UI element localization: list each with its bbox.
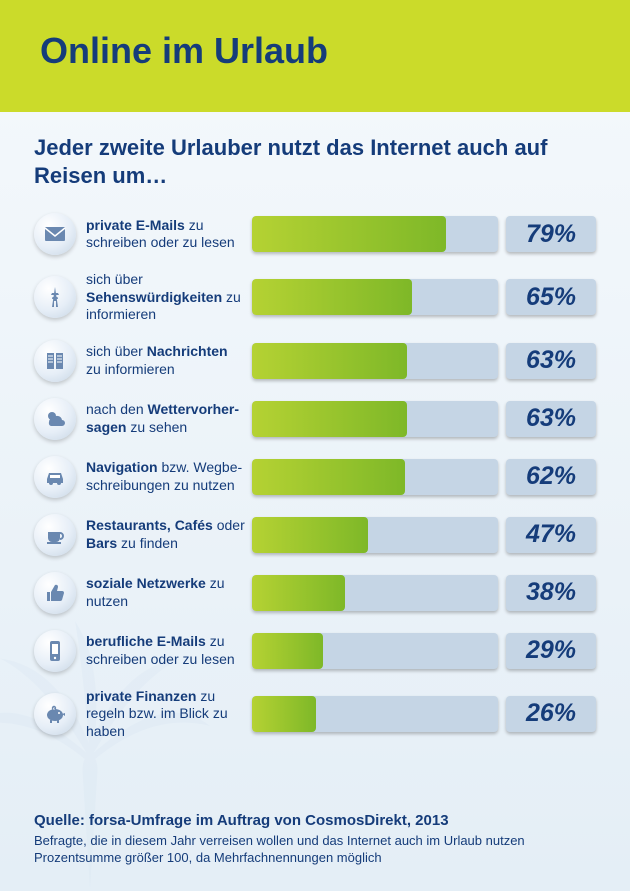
bar-row: soziale Netzwerke zu nutzen 38% [34, 572, 596, 614]
row-label: sich über Sehenswürdig­keiten zu informi… [86, 271, 252, 324]
bar-track [252, 517, 498, 553]
bar-area: 38% [252, 575, 596, 611]
page-title: Online im Urlaub [0, 0, 630, 72]
thumb-icon [34, 572, 76, 614]
percent-value: 47% [506, 517, 596, 553]
chart-subtitle: Jeder zweite Urlauber nutzt das Internet… [34, 134, 596, 189]
bar-rows-container: private E-Mails zu schreiben oder zu les… [34, 213, 596, 740]
car-icon [34, 456, 76, 498]
bar-fill [252, 459, 405, 495]
mail-icon [34, 213, 76, 255]
bar-track [252, 401, 498, 437]
percent-value: 65% [506, 279, 596, 315]
bar-track [252, 696, 498, 732]
bar-track [252, 459, 498, 495]
cup-icon [34, 514, 76, 556]
footnote-1: Befragte, die in diesem Jahr verreisen w… [34, 833, 596, 850]
bar-area: 63% [252, 343, 596, 379]
header-band: Online im Urlaub [0, 0, 630, 112]
bar-area: 29% [252, 633, 596, 669]
chart-content: Jeder zweite Urlauber nutzt das Internet… [0, 112, 630, 740]
bar-fill [252, 696, 316, 732]
row-label: sich über Nachrichten zu informieren [86, 343, 252, 378]
bar-row: private E-Mails zu schreiben oder zu les… [34, 213, 596, 255]
row-label: berufliche E-Mails zu schreiben oder zu … [86, 633, 252, 668]
bar-area: 63% [252, 401, 596, 437]
bar-track [252, 216, 498, 252]
row-label: private E-Mails zu schreiben oder zu les… [86, 217, 252, 252]
row-label: private Finanzen zu regeln bzw. im Blick… [86, 688, 252, 741]
bar-fill [252, 216, 446, 252]
bar-row: berufliche E-Mails zu schreiben oder zu … [34, 630, 596, 672]
row-label: nach den Wettervorher­sagen zu sehen [86, 401, 252, 436]
percent-value: 29% [506, 633, 596, 669]
percent-value: 26% [506, 696, 596, 732]
percent-value: 63% [506, 343, 596, 379]
tower-icon [34, 276, 76, 318]
percent-value: 79% [506, 216, 596, 252]
bar-row: sich über Sehenswürdig­keiten zu informi… [34, 271, 596, 324]
bar-fill [252, 575, 345, 611]
bar-area: 65% [252, 279, 596, 315]
footer: Quelle: forsa-Umfrage im Auftrag von Cos… [34, 812, 596, 867]
bar-fill [252, 401, 407, 437]
percent-value: 38% [506, 575, 596, 611]
source-line: Quelle: forsa-Umfrage im Auftrag von Cos… [34, 812, 596, 829]
bar-row: nach den Wettervorher­sagen zu sehen 63% [34, 398, 596, 440]
bar-track [252, 575, 498, 611]
weather-icon [34, 398, 76, 440]
bar-fill [252, 517, 368, 553]
bar-fill [252, 343, 407, 379]
bar-fill [252, 633, 323, 669]
bar-area: 26% [252, 696, 596, 732]
footnote-2: Prozentsumme größer 100, da Mehrfachnenn… [34, 850, 596, 867]
bar-fill [252, 279, 412, 315]
bar-row: sich über Nachrichten zu informieren 63% [34, 340, 596, 382]
percent-value: 62% [506, 459, 596, 495]
row-label: soziale Netzwerke zu nutzen [86, 575, 252, 610]
row-label: Restaurants, Cafés oder Bars zu finden [86, 517, 252, 552]
bar-area: 47% [252, 517, 596, 553]
piggy-icon: € [34, 693, 76, 735]
bar-row: Navigation bzw. Wegbe­schreibungen zu nu… [34, 456, 596, 498]
row-label: Navigation bzw. Wegbe­schreibungen zu nu… [86, 459, 252, 494]
bar-row: €private Finanzen zu regeln bzw. im Blic… [34, 688, 596, 741]
percent-value: 63% [506, 401, 596, 437]
bar-track [252, 279, 498, 315]
bar-track [252, 633, 498, 669]
news-icon [34, 340, 76, 382]
bar-row: Restaurants, Cafés oder Bars zu finden 47… [34, 514, 596, 556]
bar-area: 62% [252, 459, 596, 495]
bar-track [252, 343, 498, 379]
bar-area: 79% [252, 216, 596, 252]
phone-icon [34, 630, 76, 672]
